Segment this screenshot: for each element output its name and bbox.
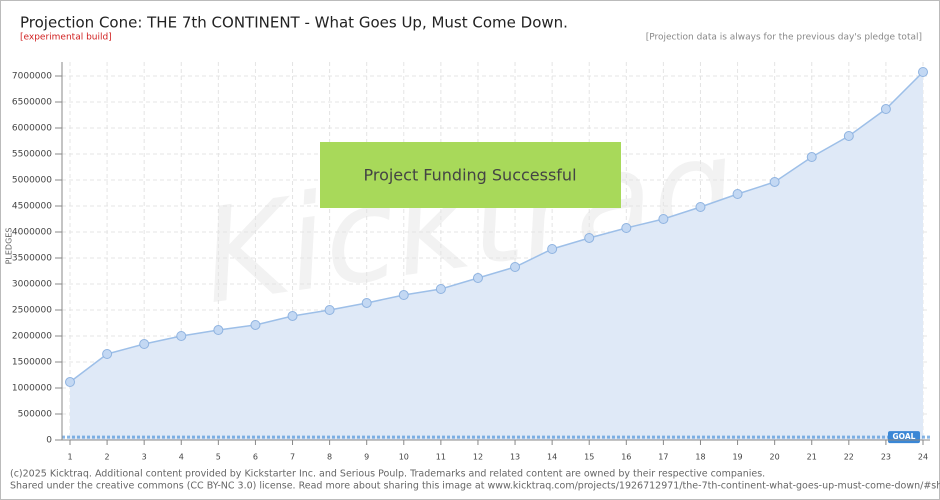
point	[435, 283, 446, 294]
point	[472, 273, 483, 284]
point	[510, 261, 521, 272]
point	[65, 377, 75, 388]
point	[918, 66, 928, 77]
point	[769, 176, 780, 187]
line	[69, 71, 924, 383]
x-tick-label: 10	[399, 453, 409, 462]
area	[70, 71, 923, 440]
x-tick-label: 9	[364, 453, 369, 462]
y-tick-label: 2000000	[12, 332, 52, 342]
x-tick-label: 6	[253, 453, 258, 462]
x-tick-label: 20	[770, 453, 780, 462]
x-tick-label: 1	[67, 453, 72, 462]
x-tick-label: 24	[918, 453, 928, 462]
y-tick-label: 3000000	[12, 280, 52, 290]
chart-title: Projection Cone: THE 7th CONTINENT - Wha…	[20, 14, 568, 32]
x-tick-label: 7	[290, 453, 295, 462]
point	[398, 290, 409, 301]
y-axis-label: PLEDGES	[5, 228, 14, 265]
x-tick-label: 15	[584, 453, 594, 462]
x-tick-label: 18	[695, 453, 705, 462]
point	[287, 310, 298, 321]
x-tick-label: 23	[881, 453, 891, 462]
point	[843, 131, 854, 142]
y-tick-label: 1500000	[12, 358, 52, 368]
x-tick-label: 3	[142, 453, 147, 462]
x-tick-label: 19	[732, 453, 742, 462]
x-tick-label: 17	[658, 453, 668, 462]
y-tick-label: 3500000	[12, 254, 52, 264]
goal-label: GOAL	[893, 432, 916, 441]
y-tick-label: 1000000	[12, 384, 52, 394]
note: [Projection data is always for the previ…	[646, 33, 922, 43]
y-tick-label: 7000000	[12, 72, 52, 82]
point	[176, 331, 187, 341]
subtitle: [experimental build]	[20, 33, 112, 43]
x-tick-label: 21	[807, 453, 817, 462]
y-tick-label: 6000000	[12, 124, 52, 134]
banner	[320, 142, 621, 208]
x-tick-label: 13	[510, 453, 520, 462]
x-tick-label: 2	[105, 453, 110, 462]
point	[880, 104, 891, 115]
point	[695, 201, 706, 212]
point	[584, 232, 595, 243]
x-tick-label: 4	[179, 453, 184, 462]
point	[139, 339, 150, 350]
banner-text: Project Funding Successful	[363, 166, 576, 185]
y-tick-label: 5000000	[12, 176, 52, 186]
x-tick-label: 5	[216, 453, 221, 462]
point	[806, 152, 817, 163]
x-tick-label: 8	[327, 453, 332, 462]
x-tick-label: 12	[473, 453, 483, 462]
x-tick-label: 11	[436, 453, 446, 462]
footer: (c)2025 Kicktraq. Additional content pro…	[10, 469, 765, 480]
point	[213, 325, 224, 336]
point	[621, 222, 632, 233]
y-tick-label: 5500000	[12, 150, 52, 160]
y-tick-label: 4000000	[12, 228, 52, 238]
point	[361, 297, 372, 308]
x-tick-label: 16	[621, 453, 631, 462]
y-tick-label: 500000	[18, 410, 53, 420]
y-tick-label: 2500000	[12, 306, 52, 316]
plot: Kicktraq05000001000000150000020000002500…	[12, 62, 930, 462]
y-tick-label: 6500000	[12, 98, 52, 108]
point	[324, 305, 335, 315]
point	[658, 214, 669, 224]
point	[250, 319, 261, 330]
x-tick-label: 22	[844, 453, 854, 462]
y-tick-label: 0	[46, 436, 52, 446]
point	[102, 348, 113, 359]
point	[547, 244, 558, 255]
x-tick-label: 14	[547, 453, 557, 462]
point	[732, 188, 743, 199]
y-tick-label: 4500000	[12, 202, 52, 212]
footer: Shared under the creative commons (CC BY…	[10, 481, 940, 492]
